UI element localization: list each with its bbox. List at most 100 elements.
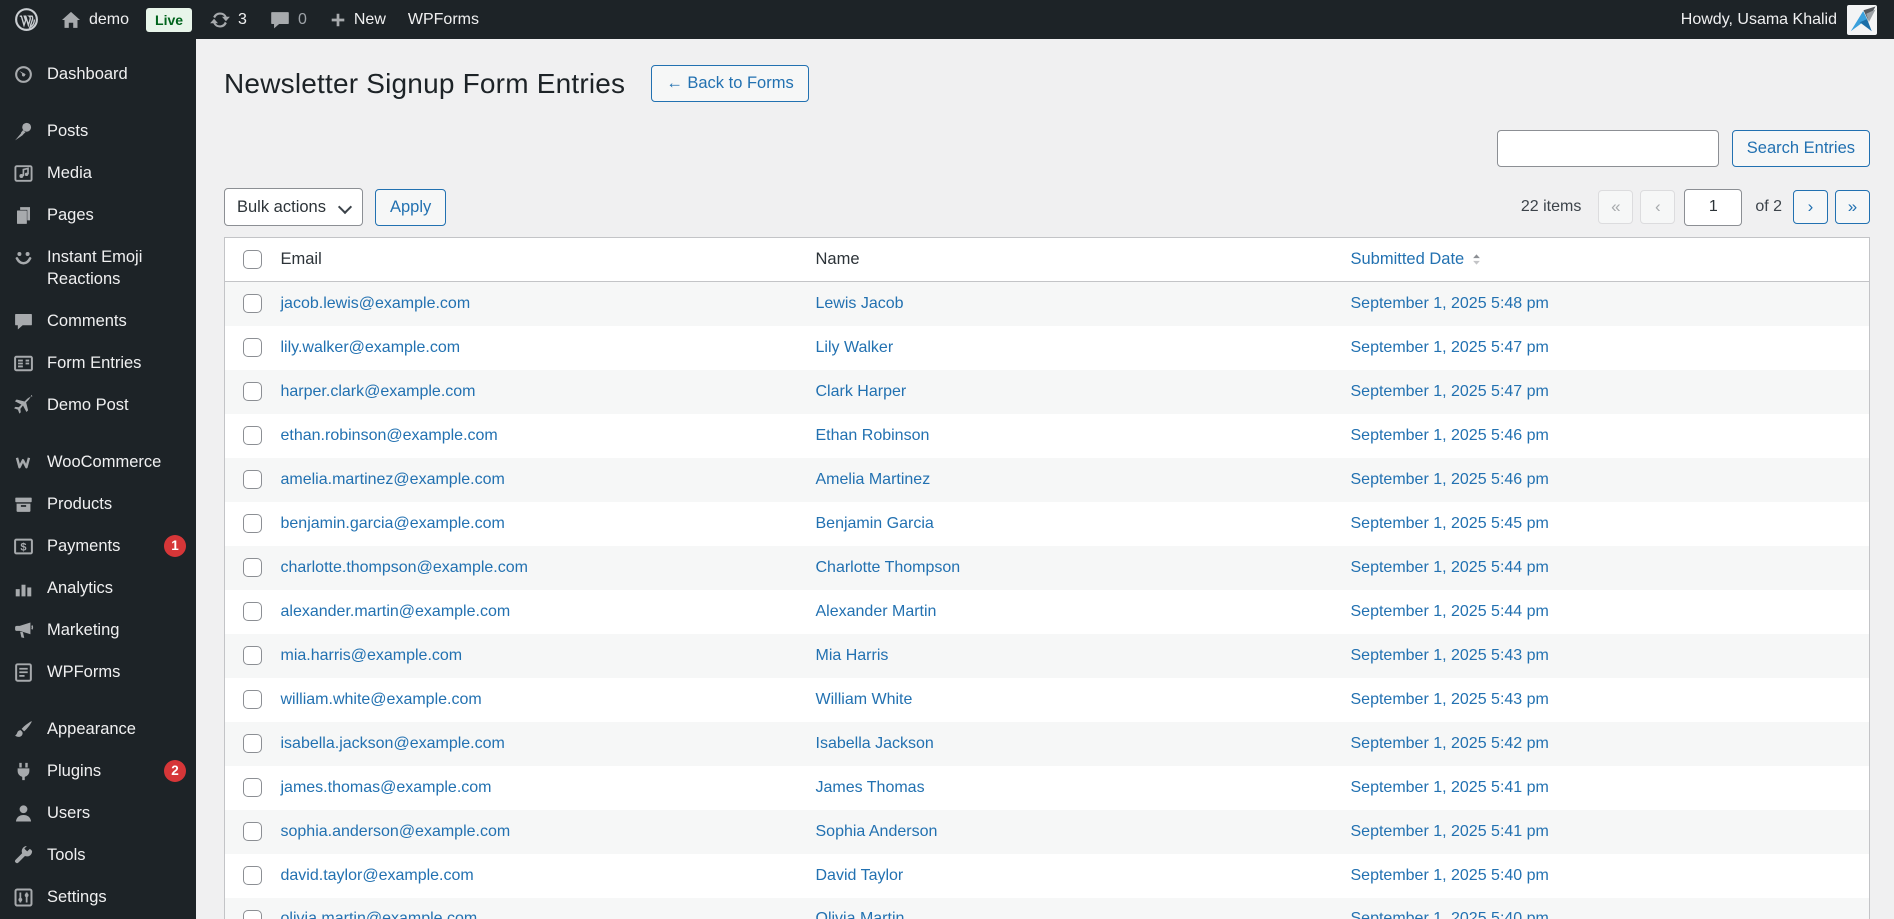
- entry-date-link[interactable]: September 1, 2025 5:46 pm: [1350, 426, 1549, 444]
- entry-name-link[interactable]: David Taylor: [815, 866, 904, 884]
- row-checkbox[interactable]: [243, 602, 263, 621]
- entry-date-link[interactable]: September 1, 2025 5:44 pm: [1350, 602, 1549, 620]
- entry-email-link[interactable]: lily.walker@example.com: [280, 338, 461, 356]
- sidebar-item-marketing[interactable]: Marketing: [0, 609, 196, 651]
- row-checkbox[interactable]: [243, 338, 263, 357]
- entry-date-link[interactable]: September 1, 2025 5:43 pm: [1350, 690, 1549, 708]
- sidebar-item-wpforms[interactable]: WPForms: [0, 651, 196, 693]
- sidebar-item-media[interactable]: Media: [0, 152, 196, 194]
- entry-email-link[interactable]: jacob.lewis@example.com: [280, 294, 471, 312]
- entry-date-link[interactable]: September 1, 2025 5:45 pm: [1350, 514, 1549, 532]
- sidebar-item-plugins[interactable]: Plugins 2: [0, 750, 196, 792]
- entry-name-link[interactable]: Clark Harper: [815, 382, 907, 400]
- entry-email-link[interactable]: sophia.anderson@example.com: [280, 822, 511, 840]
- wordpress-logo-icon[interactable]: [14, 0, 49, 39]
- row-checkbox[interactable]: [243, 470, 263, 489]
- entry-name-link[interactable]: Amelia Martinez: [815, 470, 931, 488]
- entry-name-link[interactable]: Sophia Anderson: [815, 822, 938, 840]
- entry-date-link[interactable]: September 1, 2025 5:43 pm: [1350, 646, 1549, 664]
- sidebar-item-settings[interactable]: Settings: [0, 876, 196, 918]
- entry-date-link[interactable]: September 1, 2025 5:47 pm: [1350, 338, 1549, 356]
- column-header-submitted-date[interactable]: Submitted Date: [1350, 237, 1870, 282]
- entry-email-link[interactable]: david.taylor@example.com: [280, 866, 474, 884]
- entry-name-link[interactable]: Isabella Jackson: [815, 734, 934, 752]
- wpforms-admin-bar-menu[interactable]: WPForms: [397, 0, 490, 39]
- entry-email-link[interactable]: alexander.martin@example.com: [280, 602, 511, 620]
- sidebar-item-instant-emoji-reactions[interactable]: Instant Emoji Reactions: [0, 236, 196, 300]
- sidebar-item-form-entries[interactable]: Form Entries: [0, 342, 196, 384]
- sidebar-item-demo-post[interactable]: Demo Post: [0, 384, 196, 426]
- entry-date-link[interactable]: September 1, 2025 5:47 pm: [1350, 382, 1549, 400]
- sidebar-item-appearance[interactable]: Appearance: [0, 708, 196, 750]
- entry-name-link[interactable]: Lewis Jacob: [815, 294, 904, 312]
- search-entries-input[interactable]: [1496, 130, 1719, 167]
- back-to-forms-button[interactable]: ← Back to Forms: [651, 65, 809, 102]
- entry-date-link[interactable]: September 1, 2025 5:42 pm: [1350, 734, 1549, 752]
- sidebar-item-posts[interactable]: Posts: [0, 110, 196, 152]
- sidebar-item-woocommerce[interactable]: WooCommerce: [0, 441, 196, 483]
- avatar[interactable]: [1847, 4, 1877, 35]
- row-checkbox[interactable]: [243, 558, 263, 577]
- entry-email-link[interactable]: james.thomas@example.com: [280, 778, 492, 796]
- sidebar-item-comments[interactable]: Comments: [0, 300, 196, 342]
- entry-date-link[interactable]: September 1, 2025 5:40 pm: [1350, 910, 1549, 919]
- apply-button[interactable]: Apply: [375, 188, 447, 226]
- entry-name-link[interactable]: Alexander Martin: [815, 602, 937, 620]
- sidebar-item-analytics[interactable]: Analytics: [0, 567, 196, 609]
- entry-email-link[interactable]: olivia.martin@example.com: [280, 910, 478, 919]
- sidebar-item-tools[interactable]: Tools: [0, 834, 196, 876]
- updates-menu[interactable]: 3: [198, 0, 258, 39]
- entry-email-link[interactable]: ethan.robinson@example.com: [280, 426, 498, 444]
- row-checkbox[interactable]: [243, 382, 263, 401]
- entry-date-link[interactable]: September 1, 2025 5:46 pm: [1350, 470, 1549, 488]
- entry-email-link[interactable]: amelia.martinez@example.com: [280, 470, 505, 488]
- current-page-input[interactable]: [1684, 188, 1743, 226]
- entry-date-link[interactable]: September 1, 2025 5:41 pm: [1350, 778, 1549, 796]
- next-page-button[interactable]: ›: [1793, 190, 1828, 224]
- entry-email-link[interactable]: isabella.jackson@example.com: [280, 734, 505, 752]
- entry-name-link[interactable]: James Thomas: [815, 778, 925, 796]
- entry-date-link[interactable]: September 1, 2025 5:48 pm: [1350, 294, 1549, 312]
- entry-name-link[interactable]: Benjamin Garcia: [815, 514, 934, 532]
- tools-icon: [11, 844, 35, 866]
- entry-date-link[interactable]: September 1, 2025 5:41 pm: [1350, 822, 1549, 840]
- howdy-account-menu[interactable]: Howdy, Usama Khalid: [1680, 10, 1837, 28]
- row-checkbox[interactable]: [243, 514, 263, 533]
- entry-date-link[interactable]: September 1, 2025 5:44 pm: [1350, 558, 1549, 576]
- last-page-button[interactable]: »: [1835, 190, 1870, 224]
- row-checkbox[interactable]: [243, 866, 263, 885]
- entry-email-link[interactable]: mia.harris@example.com: [280, 646, 463, 664]
- sidebar-item-payments[interactable]: Payments 1: [0, 525, 196, 567]
- row-checkbox[interactable]: [243, 778, 263, 797]
- site-name-menu[interactable]: demo: [49, 0, 140, 39]
- entry-name-link[interactable]: Olivia Martin: [815, 910, 905, 919]
- row-checkbox[interactable]: [243, 822, 263, 841]
- entry-email-link[interactable]: william.white@example.com: [280, 690, 482, 708]
- search-entries-button[interactable]: Search Entries: [1731, 130, 1870, 167]
- entry-date-link[interactable]: September 1, 2025 5:40 pm: [1350, 866, 1549, 884]
- entry-email-link[interactable]: harper.clark@example.com: [280, 382, 476, 400]
- comments-menu[interactable]: 0: [258, 0, 318, 39]
- updates-count: 3: [238, 10, 247, 28]
- row-checkbox[interactable]: [243, 909, 263, 919]
- row-checkbox[interactable]: [243, 734, 263, 753]
- entry-name-link[interactable]: Lily Walker: [815, 338, 894, 356]
- sidebar-item-dashboard[interactable]: Dashboard: [0, 53, 196, 95]
- row-checkbox[interactable]: [243, 646, 263, 665]
- sidebar-item-users[interactable]: Users: [0, 792, 196, 834]
- sidebar-menu: Dashboard Posts Media Pages Instant Emoj…: [0, 53, 196, 918]
- bulk-actions-select[interactable]: Bulk actions: [224, 188, 363, 226]
- entry-email-link[interactable]: benjamin.garcia@example.com: [280, 514, 505, 532]
- entry-name-link[interactable]: Mia Harris: [815, 646, 889, 664]
- sidebar-item-pages[interactable]: Pages: [0, 194, 196, 236]
- sidebar-item-products[interactable]: Products: [0, 483, 196, 525]
- row-checkbox[interactable]: [243, 294, 263, 314]
- entry-name-link[interactable]: Ethan Robinson: [815, 426, 930, 444]
- row-checkbox[interactable]: [243, 426, 263, 445]
- select-all-checkbox[interactable]: [243, 250, 263, 270]
- row-checkbox[interactable]: [243, 690, 263, 709]
- entry-name-link[interactable]: Charlotte Thompson: [815, 558, 961, 576]
- entry-name-link[interactable]: William White: [815, 690, 913, 708]
- entry-email-link[interactable]: charlotte.thompson@example.com: [280, 558, 528, 576]
- new-content-menu[interactable]: New: [318, 0, 397, 39]
